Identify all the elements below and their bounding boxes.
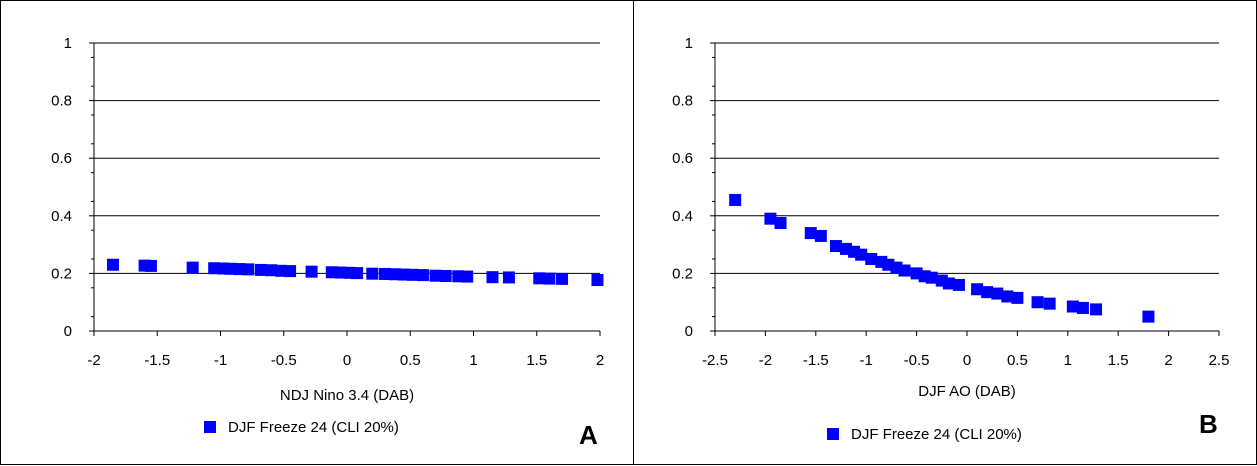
x-tick-label: -1.5 (803, 352, 829, 369)
x-tick-label: 2 (1164, 352, 1172, 369)
data-point (764, 212, 777, 225)
data-point (429, 269, 442, 282)
y-tick-label: 0.2 (672, 265, 693, 282)
data-point (254, 263, 267, 276)
x-tick-label: 2.5 (1209, 352, 1230, 369)
legend-marker (827, 428, 839, 440)
x-tick-label: -2 (87, 352, 100, 369)
data-point (848, 245, 861, 258)
data-point (1066, 300, 1079, 313)
data-point (729, 193, 742, 206)
chart-panel-b: 0 0.2 0.4 0.6 0.8 1 -2.5 -2 -1.5 -1 -0.5 0 0.5 1 1.5 2 2… (633, 0, 1257, 465)
data-point (486, 271, 499, 284)
data-point (378, 267, 391, 280)
y-tick-label: 0.8 (672, 93, 693, 110)
data-point (439, 269, 452, 282)
data-point (898, 264, 911, 277)
x-tick-label: 1 (1064, 352, 1072, 369)
y-tick-label: 0.2 (51, 265, 72, 282)
data-point (1011, 291, 1024, 304)
data-point (502, 271, 515, 284)
x-tick-label: -2.5 (702, 352, 728, 369)
x-tick-label: -1 (860, 352, 873, 369)
x-tick-label: 0.5 (1007, 352, 1028, 369)
x-tick-label: -1.5 (144, 352, 170, 369)
data-point (971, 283, 984, 296)
y-tick-label: 0 (685, 323, 693, 340)
data-point (186, 261, 199, 274)
data-point (591, 274, 604, 287)
data-point (865, 253, 878, 265)
data-point (305, 265, 318, 278)
data-point (1142, 310, 1155, 323)
data-point (416, 269, 429, 282)
data-point (533, 272, 546, 285)
data-point (1076, 301, 1089, 314)
panel-label: B (1199, 409, 1218, 439)
y-tick-label: 1 (685, 35, 693, 52)
scatter-chart-a: 0 0.2 0.4 0.6 0.8 1 -2 -1.5 -1 -0.5 0 0.5 1 1.5 2 NDJ N… (51, 35, 604, 450)
data-point (981, 286, 994, 299)
legend-label: DJF Freeze 24 (CLI 20%) (228, 419, 399, 436)
data-point (991, 287, 1004, 300)
legend-label: DJF Freeze 24 (CLI 20%) (851, 426, 1022, 443)
data-point (351, 267, 364, 280)
data-point (543, 272, 556, 285)
data-point (1090, 303, 1103, 316)
x-tick-label: 1.5 (1108, 352, 1129, 369)
x-tick-label: -0.5 (271, 352, 297, 369)
scatter-chart-b: 0 0.2 0.4 0.6 0.8 1 -2.5 -2 -1.5 -1 -0.5 0 0.5 1 1.5 2 2… (672, 35, 1230, 443)
data-point (106, 258, 119, 271)
x-tick-label: 0 (963, 352, 971, 369)
y-tick-label: 0.4 (672, 208, 693, 225)
x-tick-label: -0.5 (904, 352, 930, 369)
data-point (144, 259, 157, 272)
y-tick-label: 0.4 (51, 208, 72, 225)
data-point (556, 272, 569, 285)
y-tick-label: 1 (64, 35, 72, 52)
legend-marker (204, 421, 216, 433)
data-point (829, 240, 842, 253)
data-point (366, 267, 379, 280)
y-tick-label: 0 (64, 323, 72, 340)
data-point (1001, 290, 1014, 303)
data-point (855, 248, 868, 261)
panel-label: A (579, 420, 598, 450)
data-point (1043, 297, 1056, 310)
y-tick-label: 0.8 (51, 93, 72, 110)
data-point (925, 271, 938, 284)
data-point (242, 263, 255, 276)
data-point (284, 265, 297, 278)
x-axis-title: DJF AO (DAB) (918, 383, 1016, 400)
x-tick-label: 0 (343, 352, 351, 369)
chart-panel-a: 0 0.2 0.4 0.6 0.8 1 -2 -1.5 -1 -0.5 0 0.5 1 1.5 2 NDJ N… (0, 0, 634, 465)
data-point (952, 278, 965, 291)
x-tick-label: 1 (469, 352, 477, 369)
x-tick-label: -2 (759, 352, 772, 369)
x-axis-title: NDJ Nino 3.4 (DAB) (280, 387, 414, 404)
data-point (942, 277, 955, 290)
data-point (406, 268, 419, 281)
data-point (461, 270, 474, 283)
data-point (814, 229, 827, 242)
data-point (265, 264, 278, 277)
data-point (1031, 296, 1044, 309)
data-point (774, 217, 787, 229)
x-tick-label: -1 (214, 352, 227, 369)
y-tick-label: 0.6 (51, 150, 72, 167)
x-tick-label: 2 (596, 352, 604, 369)
x-tick-label: 0.5 (400, 352, 421, 369)
x-tick-label: 1.5 (526, 352, 547, 369)
data-point (804, 227, 817, 240)
y-tick-label: 0.6 (672, 150, 693, 167)
